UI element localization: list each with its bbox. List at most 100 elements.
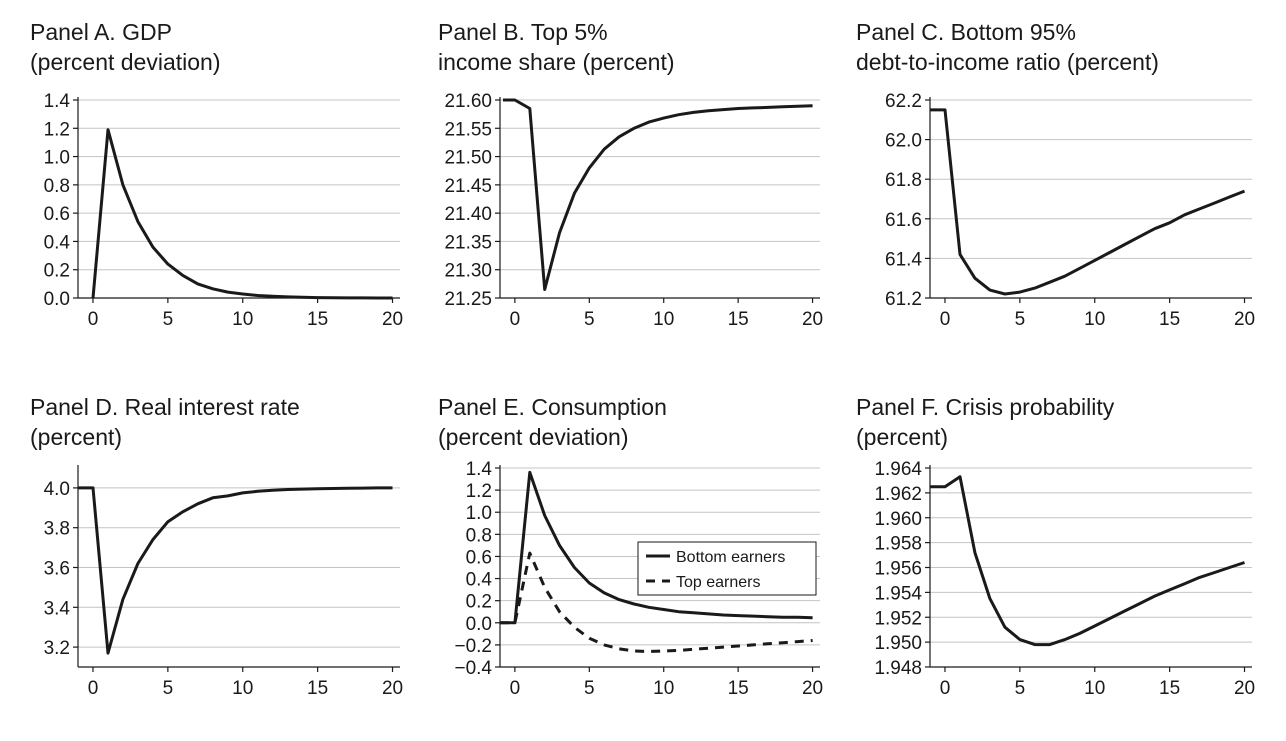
y-tick-label: 21.25 <box>444 289 492 310</box>
series-line-solid <box>500 470 813 625</box>
y-tick-label: 21.50 <box>444 148 492 169</box>
y-tick-label: 1.952 <box>874 608 922 629</box>
y-tick-label: 0.4 <box>44 232 71 253</box>
x-tick-label: 10 <box>232 678 253 699</box>
panel-f: Panel F. Crisis probability (percent) 1.94… <box>856 394 1255 699</box>
y-tick-label: 21.55 <box>444 119 492 140</box>
panel-title-line: debt-to-income ratio (percent) <box>856 49 1159 75</box>
y-tick-label: 21.60 <box>444 91 492 112</box>
panel-title-line: Panel F. Crisis probability <box>856 394 1115 420</box>
legend-entry-label: Bottom earners <box>676 549 785 566</box>
x-tick-label: 0 <box>88 309 99 330</box>
x-tick-label: 0 <box>88 678 99 699</box>
x-tick-label: 15 <box>307 678 328 699</box>
y-tick-label: 3.6 <box>44 559 70 580</box>
legend-entry-label: Top earners <box>676 574 761 591</box>
panel-a: Panel A. GDP (percent deviation) 0.0 0.2 0.4… <box>30 19 403 330</box>
y-tick-label: 3.4 <box>44 598 71 619</box>
panel-title-line: income share (percent) <box>438 49 675 75</box>
x-tick-label: 5 <box>584 309 595 330</box>
y-tick-label: 0.8 <box>466 525 492 546</box>
panel-title-line: (percent) <box>30 424 122 450</box>
y-tick-label: 1.948 <box>874 658 922 679</box>
y-tick-label: 0.2 <box>44 261 70 282</box>
panel-d: Panel D. Real interest rate (percent) 3.2 3… <box>30 394 403 699</box>
x-tick-label: 20 <box>382 309 403 330</box>
panel-c: Panel C. Bottom 95% debt-to-income ratio … <box>856 19 1255 330</box>
panel-title-line: Panel D. Real interest rate <box>30 394 300 420</box>
legend-box <box>637 541 817 596</box>
x-tick-label: 15 <box>1159 678 1180 699</box>
x-tick-label: 20 <box>1234 678 1255 699</box>
series-line-solid <box>78 486 393 655</box>
panel-title-line: (percent deviation) <box>30 49 221 75</box>
x-tick-label: 10 <box>653 678 674 699</box>
y-tick-label: 1.950 <box>874 633 922 654</box>
series-line-solid <box>503 98 813 291</box>
x-tick-label: 15 <box>1159 309 1180 330</box>
y-tick-label: 61.2 <box>885 289 922 310</box>
x-tick-label: 5 <box>163 309 174 330</box>
y-tick-label: 1.2 <box>44 119 70 140</box>
y-tick-label: 1.4 <box>466 459 493 480</box>
panel-title-line: (percent deviation) <box>438 424 629 450</box>
y-tick-label: 1.960 <box>874 509 922 530</box>
panel-title-line: Panel C. Bottom 95% <box>856 19 1076 45</box>
x-tick-label: 0 <box>510 309 521 330</box>
series-line-solid <box>91 128 393 300</box>
panel-title-line: Panel A. GDP <box>30 19 172 45</box>
y-tick-label: 0.4 <box>466 570 493 591</box>
series-line-solid <box>930 475 1245 647</box>
x-tick-label: 20 <box>1234 309 1255 330</box>
y-tick-label: 62.2 <box>885 91 922 112</box>
x-tick-label: 0 <box>940 309 951 330</box>
y-tick-label: 0.8 <box>44 176 70 197</box>
y-tick-label: 0.2 <box>466 592 492 613</box>
x-tick-label: 20 <box>802 309 823 330</box>
x-tick-label: 10 <box>1084 678 1105 699</box>
panel-title-line: Panel E. Consumption <box>438 394 667 420</box>
panel-b: Panel B. Top 5% income share (percent) 21.… <box>438 19 823 330</box>
y-tick-label: 21.30 <box>444 261 492 282</box>
y-tick-label: 0.6 <box>44 204 70 225</box>
x-tick-label: 20 <box>802 678 823 699</box>
x-tick-label: 15 <box>728 678 749 699</box>
x-tick-label: 15 <box>307 309 328 330</box>
y-tick-label: 3.2 <box>44 638 70 659</box>
y-tick-label: 0.0 <box>44 289 70 310</box>
x-tick-label: 10 <box>232 309 253 330</box>
y-tick-label: 0.0 <box>466 614 492 635</box>
y-tick-label: 1.954 <box>874 583 922 604</box>
y-tick-label: −0.4 <box>454 658 492 679</box>
y-tick-label: 3.8 <box>44 519 70 540</box>
y-tick-label: 1.956 <box>874 559 922 580</box>
x-tick-label: 5 <box>1015 309 1026 330</box>
x-tick-label: 0 <box>510 678 521 699</box>
legend: Bottom earners Top earners <box>637 541 817 596</box>
x-tick-label: 20 <box>382 678 403 699</box>
y-tick-label: 1.964 <box>874 459 922 480</box>
panel-title-line: (percent) <box>856 424 948 450</box>
panel-e: Panel E. Consumption (percent deviation) −… <box>438 394 823 699</box>
y-tick-label: 1.0 <box>466 503 492 524</box>
series-line-dashed <box>500 551 813 653</box>
x-tick-label: 10 <box>1084 309 1105 330</box>
x-tick-label: 5 <box>163 678 174 699</box>
x-tick-label: 5 <box>1015 678 1026 699</box>
y-tick-label: 0.6 <box>466 547 492 568</box>
y-tick-label: 1.958 <box>874 534 922 555</box>
x-tick-label: 15 <box>728 309 749 330</box>
y-tick-label: 1.962 <box>874 484 922 505</box>
x-tick-label: 5 <box>584 678 595 699</box>
y-tick-label: 4.0 <box>44 479 70 500</box>
x-tick-label: 0 <box>940 678 951 699</box>
panel-title-line: Panel B. Top 5% <box>438 19 608 45</box>
series-line-solid <box>930 108 1246 296</box>
y-tick-label: 1.2 <box>466 481 492 502</box>
y-tick-label: 21.40 <box>444 204 492 225</box>
y-tick-label: 1.4 <box>44 91 71 112</box>
y-tick-label: 61.8 <box>885 170 922 191</box>
x-tick-label: 10 <box>653 309 674 330</box>
y-tick-label: 61.6 <box>885 210 922 231</box>
